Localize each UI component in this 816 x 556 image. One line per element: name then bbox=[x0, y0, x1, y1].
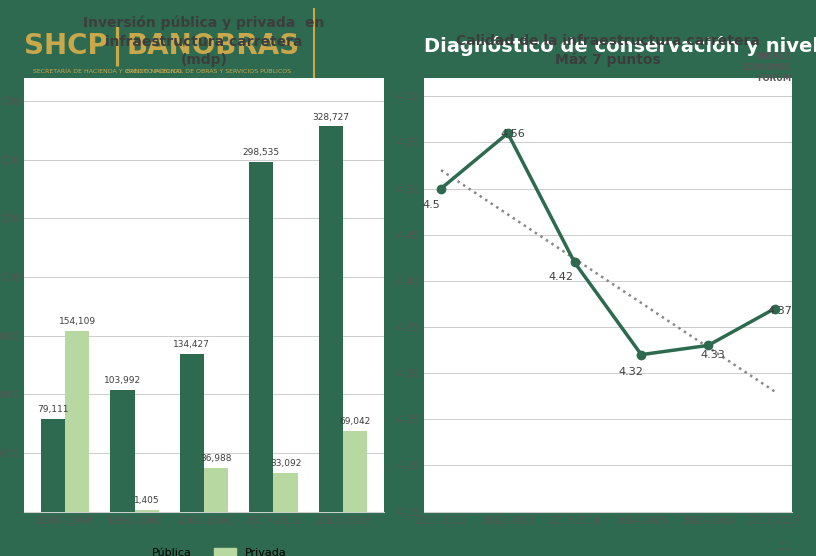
Text: 1,405: 1,405 bbox=[134, 496, 159, 505]
Bar bbox=[65, 331, 90, 512]
Text: 103,992: 103,992 bbox=[104, 376, 141, 385]
Text: BANOBRAS: BANOBRAS bbox=[126, 32, 299, 60]
Text: SECRETARÍA DE HACIENDA Y CRÉDITO PÚBLICO: SECRETARÍA DE HACIENDA Y CRÉDITO PÚBLICO bbox=[33, 69, 181, 74]
Text: 298,535: 298,535 bbox=[242, 148, 280, 157]
Text: 154,109: 154,109 bbox=[59, 317, 95, 326]
Text: Diagnóstico de conservación y nivel de servicio: Diagnóstico de conservación y nivel de s… bbox=[424, 36, 816, 56]
Text: BANCO NACIONAL DE OBRAS Y SERVICIOS PÚBLICOS: BANCO NACIONAL DE OBRAS Y SERVICIOS PÚBL… bbox=[126, 69, 291, 74]
Text: 4.37: 4.37 bbox=[767, 306, 792, 316]
Bar bbox=[249, 162, 273, 512]
Text: WORLD
ECONOMIC
FORUM: WORLD ECONOMIC FORUM bbox=[742, 52, 792, 83]
Text: 134,427: 134,427 bbox=[174, 340, 211, 349]
Text: 69,042: 69,042 bbox=[339, 417, 370, 426]
Text: |: | bbox=[110, 26, 123, 66]
Text: 33,092: 33,092 bbox=[270, 459, 301, 468]
Text: SHCP: SHCP bbox=[24, 32, 109, 60]
Text: 79,111: 79,111 bbox=[38, 405, 69, 414]
Text: 11: 11 bbox=[778, 543, 792, 553]
Bar bbox=[135, 510, 159, 512]
Bar bbox=[110, 390, 135, 512]
Text: 4.56: 4.56 bbox=[500, 128, 525, 138]
Bar bbox=[204, 468, 228, 512]
Text: 4.42: 4.42 bbox=[548, 272, 574, 281]
Title: Calidad de la infraestructura carretera
Máx 7 puntos: Calidad de la infraestructura carretera … bbox=[456, 34, 760, 67]
Bar bbox=[41, 419, 65, 512]
Text: 4.32: 4.32 bbox=[619, 366, 644, 376]
Bar bbox=[318, 126, 343, 512]
Bar bbox=[273, 473, 298, 512]
Title: Inversión pública y privada  en
infraestructura carretera
(mdp): Inversión pública y privada en infraestr… bbox=[83, 16, 325, 67]
Bar bbox=[180, 354, 204, 512]
Text: 4.5: 4.5 bbox=[422, 200, 440, 210]
Text: 36,988: 36,988 bbox=[201, 454, 232, 464]
Legend: Pública, Privada: Pública, Privada bbox=[117, 543, 291, 556]
Text: 328,727: 328,727 bbox=[313, 112, 349, 122]
Text: 4.33: 4.33 bbox=[700, 350, 725, 360]
Bar bbox=[343, 430, 367, 512]
